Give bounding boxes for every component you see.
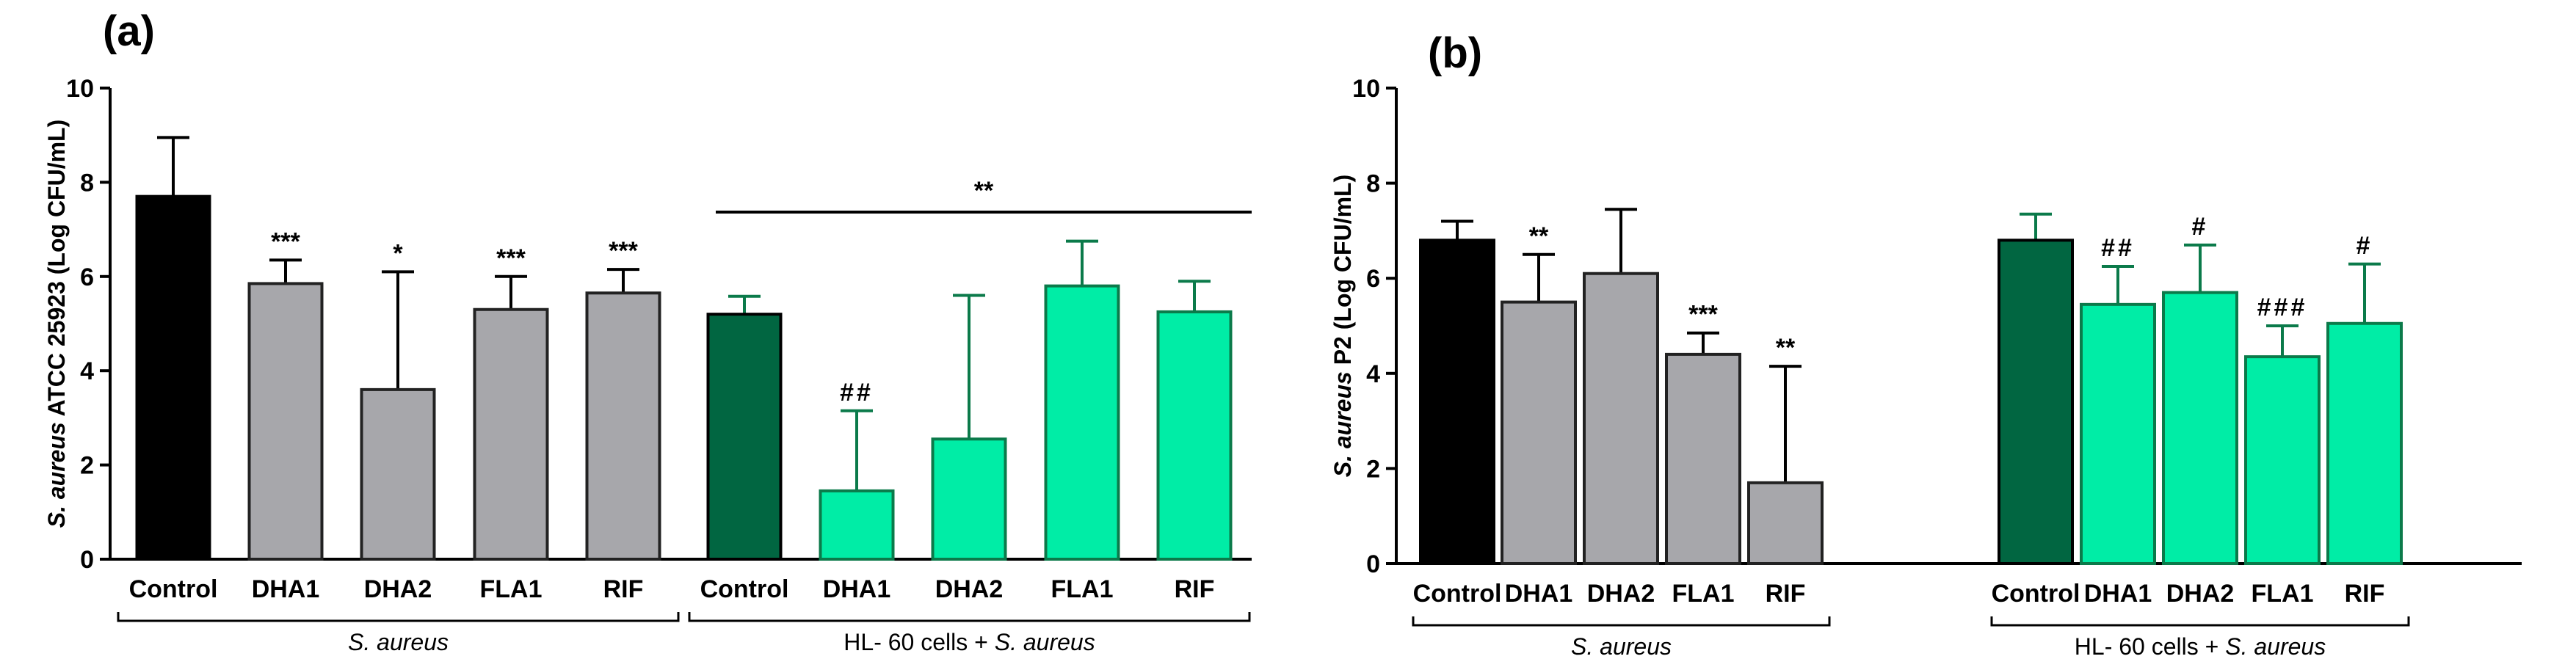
bar-control-5 <box>706 313 783 561</box>
significance-label: * <box>393 239 403 267</box>
y-tick-label: 4 <box>80 357 94 385</box>
significance-label: ** <box>1529 222 1549 250</box>
significance-label: # <box>2192 213 2209 241</box>
significance-label: *** <box>1688 301 1718 329</box>
x-category-label: FLA1 <box>2252 580 2314 608</box>
group-label-italic: S. aureus <box>2225 633 2326 660</box>
x-category-label: DHA1 <box>1505 580 1573 608</box>
group-label-italic: S. aureus <box>995 629 1095 655</box>
group-label-prefix: HL- 60 cells + <box>843 629 994 655</box>
y-tick-label: 8 <box>80 169 94 197</box>
x-category-label: DHA1 <box>252 575 320 603</box>
significance-label: ** <box>1776 334 1796 362</box>
x-category-label: DHA2 <box>2166 580 2235 608</box>
x-category-label: DHA2 <box>364 575 432 603</box>
group-bracket <box>117 612 680 622</box>
bracket-significance-label: ** <box>974 177 994 205</box>
y-tick-label: 8 <box>1366 170 1380 198</box>
x-category-label: Control <box>700 575 789 603</box>
x-category-label: Control <box>1992 580 2080 608</box>
group-label-prefix: HL- 60 cells + <box>2075 633 2225 660</box>
panel-letter: (a) <box>103 7 155 55</box>
group-label: HL- 60 cells + S. aureus <box>2075 633 2326 660</box>
y-tick-label: 0 <box>80 546 94 574</box>
x-category-label: RIF <box>1766 580 1806 608</box>
bar-dha2-7 <box>2162 291 2238 565</box>
bar-control-0 <box>1419 238 1495 565</box>
y-axis-label: S. aureus P2 (Log CFU/mL) <box>1329 175 1356 477</box>
y-tick-label: 6 <box>1366 265 1380 293</box>
x-category-label: RIF <box>603 575 644 603</box>
bar-dha1-1 <box>247 282 324 561</box>
significance-label: ### <box>2257 294 2308 321</box>
bar-rif-4 <box>585 291 661 561</box>
y-axis-label-rest: P2 (Log CFU/mL) <box>1329 175 1356 371</box>
group-label: S. aureus <box>1571 633 1672 660</box>
bar-dha2-2 <box>1583 272 1659 565</box>
x-category-label: FLA1 <box>1672 580 1735 608</box>
bar-dha2-7 <box>931 437 1007 561</box>
group-bracket <box>688 612 1251 622</box>
group-label: S. aureus <box>348 629 449 655</box>
y-axis-label-italic: S. aureus <box>1329 371 1356 477</box>
group-label: HL- 60 cells + S. aureus <box>843 629 1095 655</box>
significance-label: # <box>2357 232 2373 260</box>
bar-fla1-8 <box>1044 284 1120 561</box>
y-tick-label: 10 <box>1352 75 1380 103</box>
bar-fla1-3 <box>473 307 549 561</box>
bar-fla1-8 <box>2244 355 2321 565</box>
y-axis-label-italic: S. aureus <box>43 422 70 528</box>
bar-dha1-6 <box>819 489 895 561</box>
significance-label: *** <box>609 237 638 265</box>
significance-label: ## <box>2101 234 2135 262</box>
x-category-label: RIF <box>1175 575 1215 603</box>
y-axis-label: S. aureus ATCC 25923 (Log CFU/mL) <box>43 120 70 528</box>
x-category-label: DHA1 <box>823 575 891 603</box>
chart-panel-a: (a) 0 2 4 6 8 10 S. aureus ATCC 25923 (Log CFU/… <box>43 7 1252 655</box>
x-category-label: Control <box>129 575 218 603</box>
x-category-label: DHA2 <box>1587 580 1655 608</box>
group-label-italic: S. aureus <box>348 629 449 655</box>
x-category-label: DHA2 <box>935 575 1004 603</box>
x-category-label: DHA1 <box>2084 580 2152 608</box>
bar-fla1-3 <box>1665 352 1741 565</box>
x-category-label: RIF <box>2345 580 2385 608</box>
bar-control-0 <box>135 194 211 561</box>
bar-dha1-1 <box>1501 300 1577 565</box>
significance-label: *** <box>496 244 526 272</box>
y-tick-label: 2 <box>80 452 94 480</box>
significance-label: *** <box>271 227 300 255</box>
bar-rif-9 <box>2326 321 2403 565</box>
bar-rif-9 <box>1156 310 1233 561</box>
panel-letter: (b) <box>1428 29 1482 77</box>
bar-control-5 <box>1998 238 2074 565</box>
significance-label: ## <box>840 379 874 407</box>
y-tick-label: 6 <box>80 263 94 291</box>
y-tick-label: 2 <box>1366 455 1380 483</box>
y-axis-label-rest: ATCC 25923 (Log CFU/mL) <box>43 120 70 422</box>
chart-panel-b: (b) 0 2 4 6 8 10 S. aureus P2 (Log CFU/mL) Contr… <box>1329 29 2522 660</box>
group-bracket <box>1990 616 2410 627</box>
x-category-label: FLA1 <box>1051 575 1114 603</box>
y-tick-label: 10 <box>66 75 94 103</box>
y-tick-label: 4 <box>1366 360 1380 388</box>
bar-dha2-2 <box>360 387 436 561</box>
bar-dha1-6 <box>2080 302 2156 565</box>
group-label-italic: S. aureus <box>1571 633 1672 660</box>
bar-rif-4 <box>1747 481 1824 566</box>
group-bracket <box>1412 616 1831 627</box>
x-category-label: FLA1 <box>480 575 543 603</box>
y-tick-label: 0 <box>1366 550 1380 578</box>
x-category-label: Control <box>1413 580 1502 608</box>
